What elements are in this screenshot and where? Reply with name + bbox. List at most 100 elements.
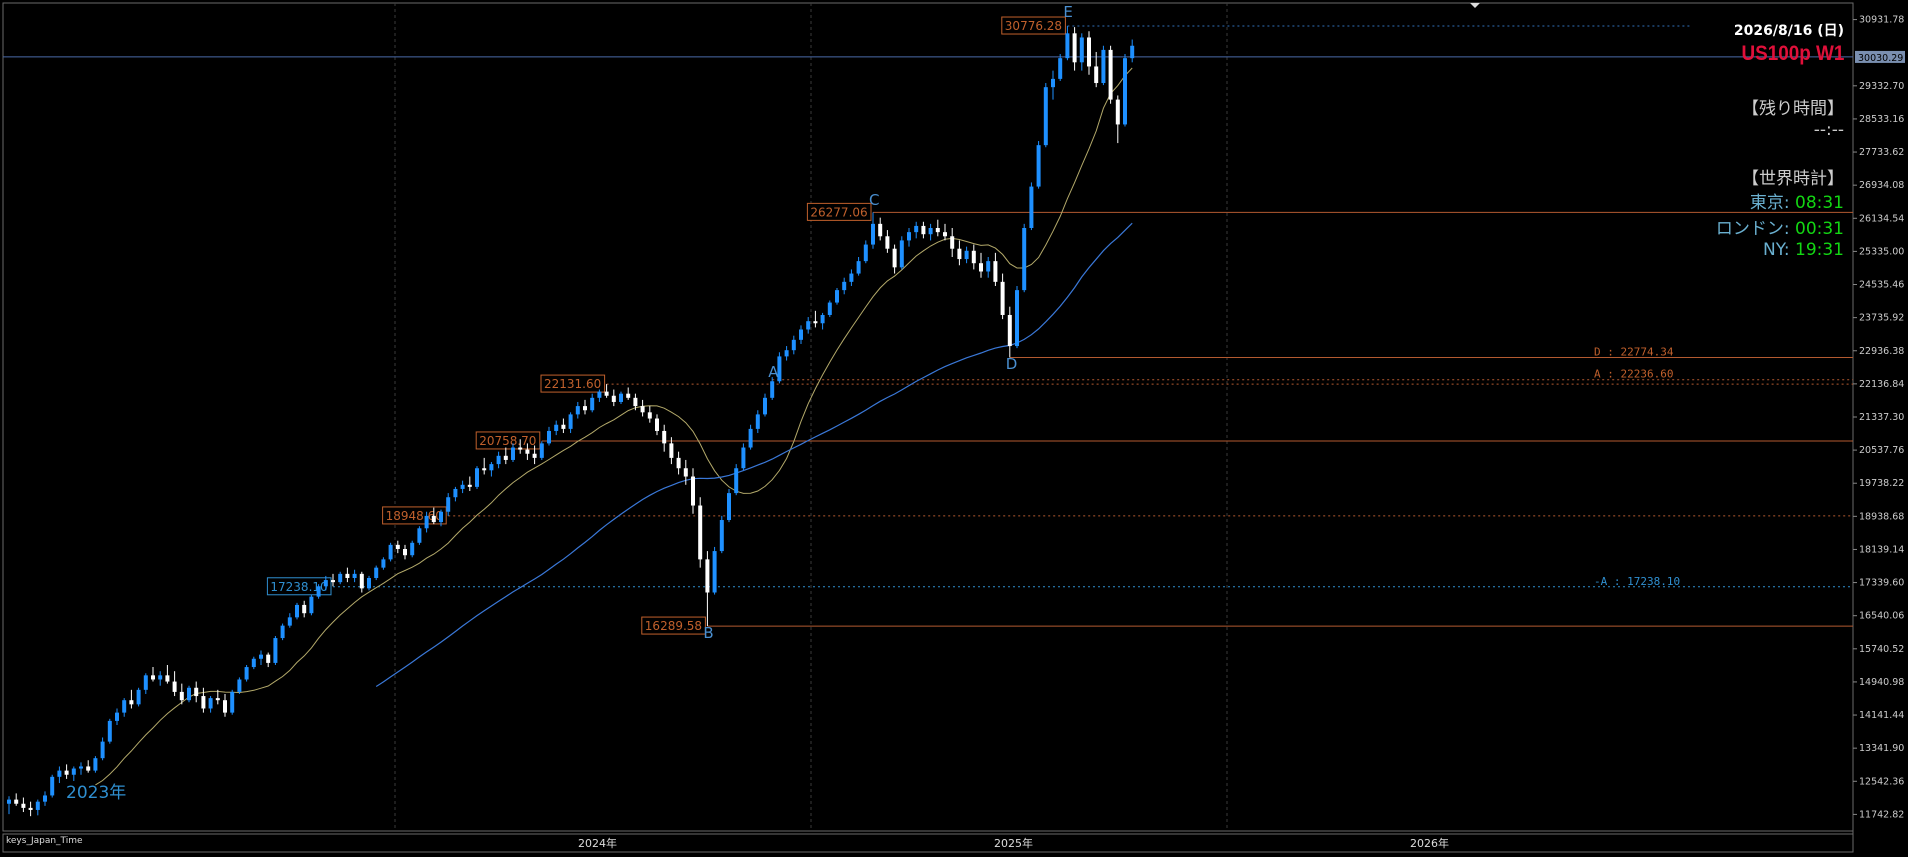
candle-body (7, 799, 11, 804)
candle-body (698, 505, 703, 560)
candle-body (993, 261, 998, 282)
price-level-box (475, 431, 541, 450)
clock-city: ロンドン: (1715, 219, 1790, 239)
candle-body (179, 691, 184, 701)
candle-body (489, 464, 494, 471)
candle-body (928, 227, 933, 235)
right-level-label: -A : 17238.10 (1594, 575, 1680, 588)
y-axis-ticks: 30931.78 29332.70 28533.16 27733.62 26934.08… (1853, 15, 1905, 820)
candle-body (259, 654, 263, 659)
price-level-label: 17238.10 (270, 580, 327, 594)
right-level-label: D : 22774.34 (1594, 345, 1674, 358)
candle-body (863, 244, 868, 262)
candle-body (295, 604, 299, 618)
candle-body (215, 698, 220, 701)
candle-body (338, 573, 343, 583)
candle-body (806, 321, 811, 330)
x-tick: 2026年 (1410, 837, 1449, 850)
candle-body (431, 515, 436, 523)
y-tick-label: 20537.76 (1859, 445, 1904, 456)
candle-body (943, 232, 947, 237)
candle-body (547, 430, 551, 444)
candle-body (1115, 99, 1120, 125)
candle-body (619, 393, 623, 402)
y-tick-label: 27733.62 (1859, 147, 1904, 158)
candle-body (1015, 290, 1019, 347)
price-level-box (382, 506, 447, 525)
candle-body (503, 455, 508, 460)
candle-body (453, 488, 458, 498)
y-tick-label: 23735.92 (1859, 313, 1904, 324)
candle-body (691, 476, 695, 506)
y-tick-label: 28533.16 (1859, 114, 1904, 125)
candle-body (1101, 49, 1106, 84)
candle-body (194, 687, 199, 697)
candle-body (287, 617, 292, 626)
candle-body (611, 395, 616, 402)
candle-body (1072, 33, 1077, 63)
candle-body (820, 314, 825, 324)
candle-body (446, 497, 451, 512)
candle-body (1123, 58, 1127, 125)
y-tick-label: 16540.06 (1859, 611, 1904, 622)
candle-body (266, 654, 271, 663)
candle-body (50, 776, 55, 796)
candle-body (165, 675, 170, 682)
candle-body (568, 414, 573, 429)
candle-body (1043, 87, 1048, 146)
candle-body (302, 604, 307, 614)
year-label-2023: 2023年 (66, 783, 127, 803)
candle-body (518, 447, 523, 450)
candle-body (158, 675, 163, 680)
candle-body (151, 675, 155, 680)
candle-body (86, 766, 91, 771)
candle-body (381, 559, 386, 568)
footer-label: keys_Japan_Time (6, 836, 83, 846)
candle-body (914, 225, 919, 233)
candle-body (374, 567, 379, 579)
candle-body (511, 447, 515, 460)
candle-body (849, 273, 854, 282)
clock-time: 19:31 (1795, 240, 1844, 260)
wave-label: C (869, 191, 879, 209)
candle-body (79, 766, 83, 769)
candle-body (827, 302, 832, 315)
candle-body (604, 391, 609, 396)
scroll-marker-icon[interactable] (1470, 3, 1480, 8)
candle-body (187, 687, 191, 701)
candle-body (755, 414, 760, 429)
candle-body (583, 406, 587, 411)
candle-body (251, 658, 256, 668)
candle-body (115, 712, 119, 721)
candle-body (539, 443, 544, 458)
wave-label: D (1006, 355, 1018, 373)
candle-body (1108, 49, 1113, 100)
price-level-box (540, 374, 606, 393)
price-level-label: 20758.70 (479, 434, 536, 448)
wave-label: E (1063, 3, 1072, 21)
candle-body (201, 696, 206, 709)
candle-body (892, 248, 897, 268)
candle-body (273, 638, 278, 663)
ma-fast-line (95, 67, 1133, 786)
current-price-label: 30030.29 (1858, 53, 1903, 64)
y-tick-label: 15740.52 (1859, 644, 1904, 655)
candle-body (842, 281, 847, 291)
clock-tokyo: 東京: 08:31 (1750, 188, 1844, 213)
candle-body (777, 356, 782, 382)
candle-body (971, 250, 976, 264)
price-level-box (806, 202, 872, 221)
clock-ny: NY: 19:31 (1763, 240, 1844, 260)
candle-body (93, 758, 98, 771)
y-tick-label: 14940.98 (1859, 677, 1904, 688)
candle-body (748, 428, 753, 448)
candle-body (71, 768, 76, 775)
candle-body (741, 447, 746, 469)
clock-time: 08:31 (1795, 193, 1844, 213)
y-tick-label: 26134.54 (1859, 213, 1904, 224)
symbol-title: US100p W1 (1741, 42, 1844, 65)
time-axis-bar (2, 833, 1854, 853)
candle-body (482, 468, 487, 471)
clock-city: NY: (1763, 240, 1790, 260)
